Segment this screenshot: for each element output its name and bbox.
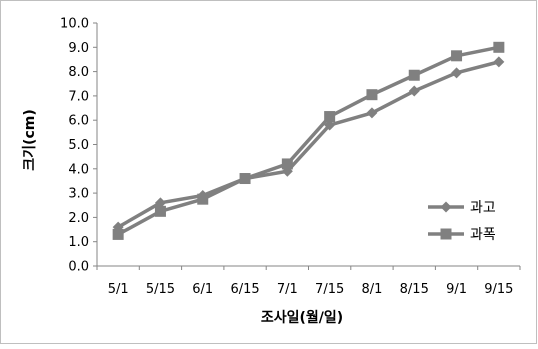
data-point-2	[324, 111, 336, 123]
legend-marker-1	[440, 201, 452, 213]
y-tick-label: 8.0	[68, 65, 89, 80]
y-axis-ticks: 0.0 1.0 2.0 3.0 4.0 5.0 6.0 7.0 8.0 9.0 10.0	[60, 17, 97, 275]
y-tick-label: 2.0	[68, 211, 89, 226]
x-tick-label: 8/1	[361, 282, 382, 297]
data-point-1	[154, 197, 166, 209]
y-tick-label: 1.0	[68, 235, 89, 250]
data-point-1	[366, 107, 378, 119]
x-axis-title: 조사일(월/일)	[261, 309, 343, 326]
data-point-2	[239, 173, 251, 185]
data-point-2	[408, 69, 420, 81]
legend-label-1: 과고	[470, 200, 496, 216]
data-point-2	[493, 41, 505, 53]
series-line-2	[117, 45, 500, 236]
data-point-2	[451, 50, 463, 62]
y-tick-label: 5.0	[68, 138, 89, 153]
x-tick-label: 7/1	[277, 282, 298, 297]
y-tick-label: 10.0	[60, 17, 89, 32]
x-tick-label: 9/1	[446, 282, 467, 297]
data-point-2	[197, 193, 209, 205]
data-point-2	[112, 228, 124, 240]
data-point-1	[324, 119, 336, 131]
y-axis-title: 크기(cm)	[22, 109, 38, 170]
data-point-1	[408, 85, 420, 97]
x-axis-ticks: 5/1 5/15 6/1 6/15 7/1 7/15 8/1 8/15 9/1 9/15	[96, 266, 521, 297]
y-tick-label: 6.0	[68, 114, 89, 129]
data-point-2	[154, 205, 166, 217]
y-tick-label: 3.0	[68, 187, 89, 202]
y-tick-label: 0.0	[68, 260, 89, 275]
x-tick-label: 8/15	[400, 282, 429, 297]
y-tick-label: 4.0	[68, 162, 89, 177]
data-point-1	[493, 56, 505, 68]
y-tick-label: 9.0	[68, 41, 89, 56]
x-tick-label: 5/1	[108, 282, 129, 297]
x-tick-label: 6/1	[192, 282, 213, 297]
legend-marker-2	[440, 228, 452, 240]
data-point-2	[366, 89, 378, 101]
y-tick-label: 7.0	[68, 89, 89, 104]
data-point-2	[281, 158, 293, 170]
legend-label-2: 과폭	[470, 227, 496, 243]
series-layer	[112, 41, 505, 240]
x-tick-label: 9/15	[484, 282, 513, 297]
data-point-1	[451, 67, 463, 79]
x-tick-label: 6/15	[230, 282, 259, 297]
x-tick-label: 5/15	[146, 282, 175, 297]
x-tick-label: 7/15	[315, 282, 344, 297]
series-line-1	[117, 60, 500, 229]
